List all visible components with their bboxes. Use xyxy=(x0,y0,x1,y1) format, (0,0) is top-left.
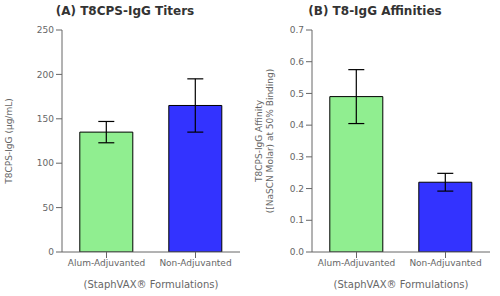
svg-text:Non-Adjuvanted: Non-Adjuvanted xyxy=(159,258,231,268)
svg-text:T8CPS-IgG Affinity: T8CPS-IgG Affinity xyxy=(254,99,264,183)
svg-text:200: 200 xyxy=(37,70,54,80)
svg-text:0.6: 0.6 xyxy=(290,57,305,67)
html-text:(B) T8-IgG Affinities: (B) T8-IgG Affinities xyxy=(308,4,442,18)
svg-text:100: 100 xyxy=(37,158,54,168)
svg-text:Alum-Adjuvanted: Alum-Adjuvanted xyxy=(318,258,395,268)
svg-text:0.7: 0.7 xyxy=(290,25,304,35)
svg-text:0.2: 0.2 xyxy=(290,184,304,194)
svg-text:Alum-Adjuvanted: Alum-Adjuvanted xyxy=(68,258,145,268)
svg-text:150: 150 xyxy=(37,114,54,124)
svg-text:0.4: 0.4 xyxy=(290,120,305,130)
svg-text:0: 0 xyxy=(48,247,54,257)
html-text:(A) T8CPS-IgG Titers: (A) T8CPS-IgG Titers xyxy=(55,4,195,18)
svg-text:(StaphVAX® Formulations): (StaphVAX® Formulations) xyxy=(84,279,219,290)
svg-text:0.5: 0.5 xyxy=(290,89,304,99)
svg-text:0.0: 0.0 xyxy=(290,247,305,257)
svg-text:([NaSCN Molar) at 50% Binding): ([NaSCN Molar) at 50% Binding) xyxy=(265,69,275,214)
svg-text:0.3: 0.3 xyxy=(290,152,304,162)
svg-text:T8CPS-IgG (µg/mL): T8CPS-IgG (µg/mL) xyxy=(8,98,14,184)
svg-text:0.1: 0.1 xyxy=(290,215,304,225)
svg-text:Non-Adjuvanted: Non-Adjuvanted xyxy=(409,258,481,268)
svg-text:50: 50 xyxy=(43,203,55,213)
svg-text:(StaphVAX® Formulations): (StaphVAX® Formulations) xyxy=(334,279,469,290)
svg-text:250: 250 xyxy=(37,25,54,35)
